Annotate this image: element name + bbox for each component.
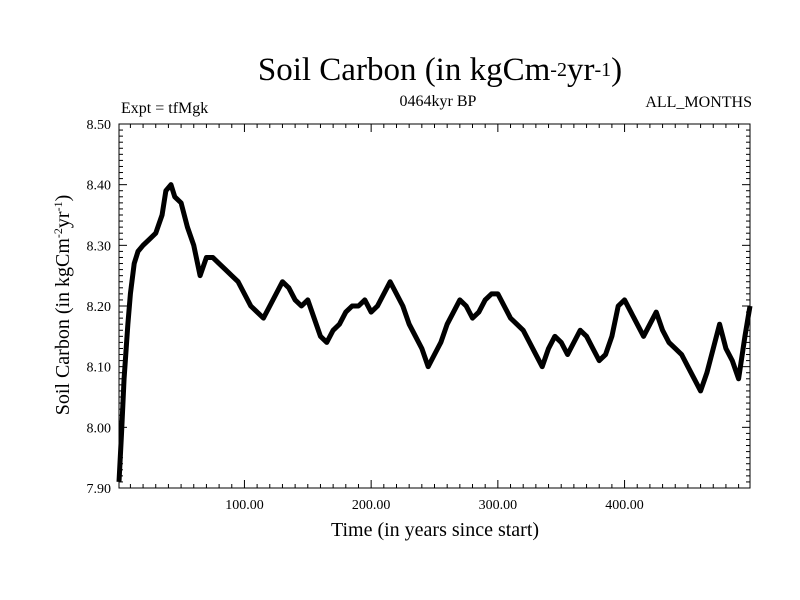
- series-line: [116, 182, 753, 483]
- x-tick-label: 300.00: [479, 498, 518, 513]
- y-axis: 7.90 8.00 8.10 8.20 8.30 8.40 8.50: [87, 118, 750, 497]
- y-tick-label: 8.40: [87, 179, 112, 194]
- y-axis-label: Soil Carbon (in kgCm-2yr-1): [51, 195, 74, 416]
- x-tick-label: 100.00: [225, 498, 264, 513]
- x-tick-label: 400.00: [605, 498, 644, 513]
- y-tick-label: 8.10: [87, 361, 112, 376]
- x-axis: 100.00 200.00 300.00 400.00: [129, 124, 740, 513]
- y-tick-label: 8.20: [87, 300, 112, 315]
- plot-frame: [118, 123, 751, 489]
- y-tick-label: 8.30: [87, 239, 112, 254]
- x-axis-label: Time (in years since start): [331, 519, 539, 541]
- y-tick-label: 8.50: [87, 118, 112, 133]
- chart-title: Soil Carbon (in kgCm-2yr-1): [257, 52, 623, 88]
- x-tick-label: 200.00: [352, 498, 391, 513]
- y-tick-label: 8.00: [87, 421, 112, 436]
- months-label: ALL_MONTHS: [645, 94, 752, 111]
- period-label: 0464kyr BP: [399, 93, 477, 110]
- y-tick-label: 7.90: [87, 482, 112, 497]
- experiment-label: Expt = tfMgk: [121, 100, 209, 117]
